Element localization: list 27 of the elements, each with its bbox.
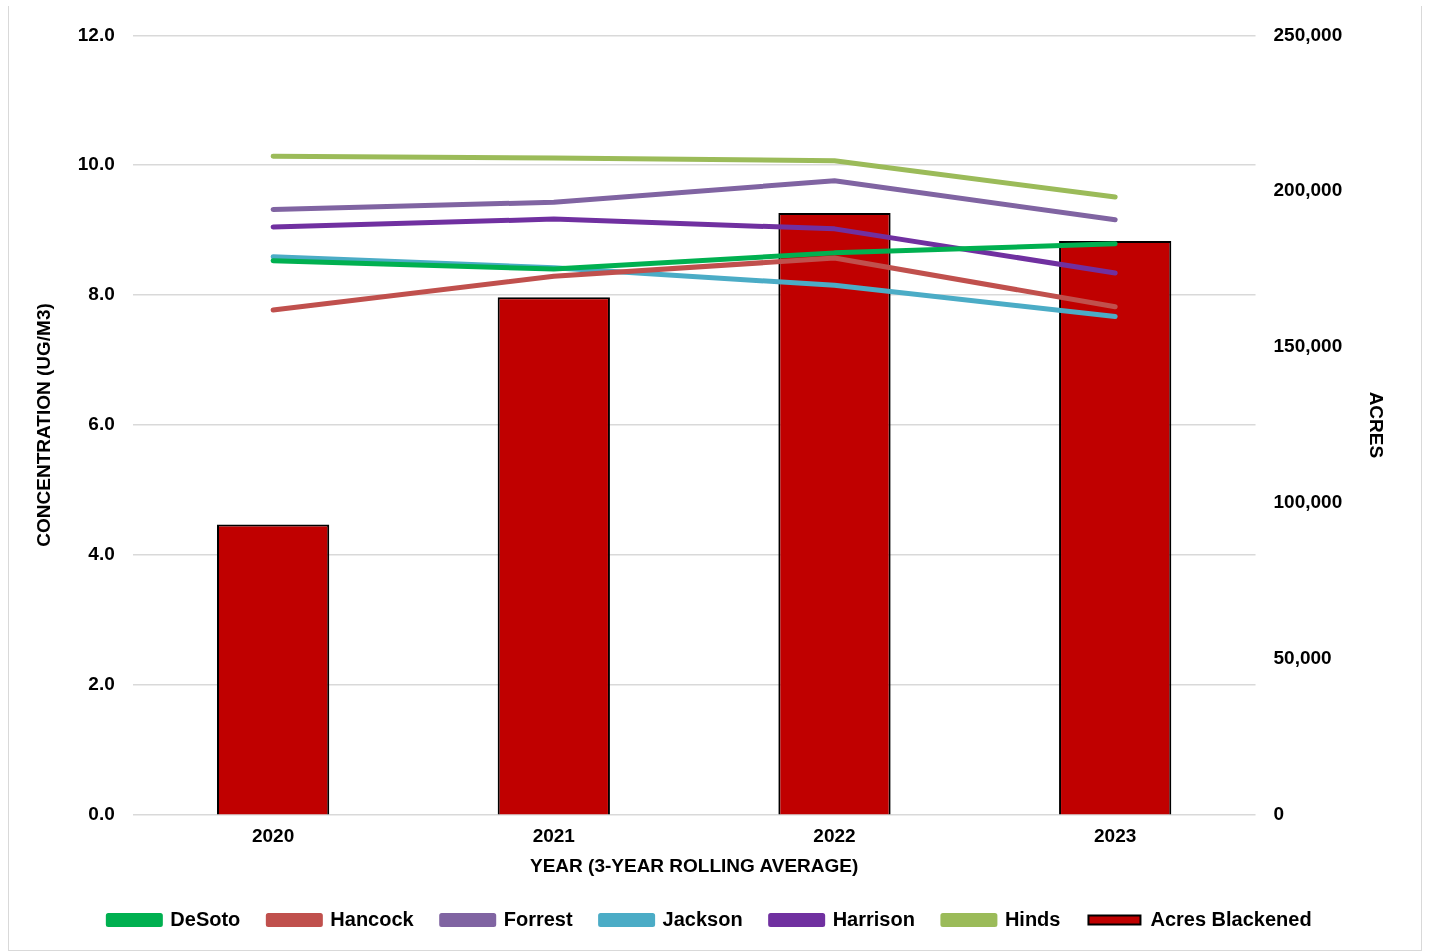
legend-label: DeSoto [170,907,241,930]
legend-label: Hinds [1004,907,1061,930]
y-tick-label: 4.0 [88,542,115,564]
y2-tick-label: 100,000 [1273,491,1343,513]
x-axis-title: YEAR (3-YEAR ROLLING AVERAGE) [529,854,859,876]
y-tick-label: 12.0 [77,23,115,45]
x-tick-label: 2021 [532,825,576,847]
y-tick-label: 10.0 [77,153,115,175]
y-axis-title: CONCENTRATION (UG/M3) [32,303,54,547]
legend-label: Forrest [503,907,573,930]
y2-tick-label: 150,000 [1273,335,1343,357]
legend-label: Acres Blackened [1150,907,1312,930]
x-tick-label: 2022 [813,825,856,847]
legend-label: Jackson [662,907,743,930]
x-tick-label: 2023 [1094,825,1137,847]
legend-label: Harrison [832,907,915,930]
y-tick-label: 2.0 [88,672,115,694]
y-tick-label: 0.0 [88,802,115,824]
legend-label: Hancock [330,907,415,930]
y-tick-label: 8.0 [88,283,115,305]
y2-axis-title: ACRES [1366,391,1388,459]
y2-tick-label: 250,000 [1273,23,1343,45]
y2-tick-label: 0 [1273,802,1285,824]
y2-tick-label: 200,000 [1273,179,1343,201]
x-tick-label: 2020 [251,825,295,847]
y2-tick-label: 50,000 [1273,646,1332,668]
y-tick-label: 6.0 [88,413,115,435]
